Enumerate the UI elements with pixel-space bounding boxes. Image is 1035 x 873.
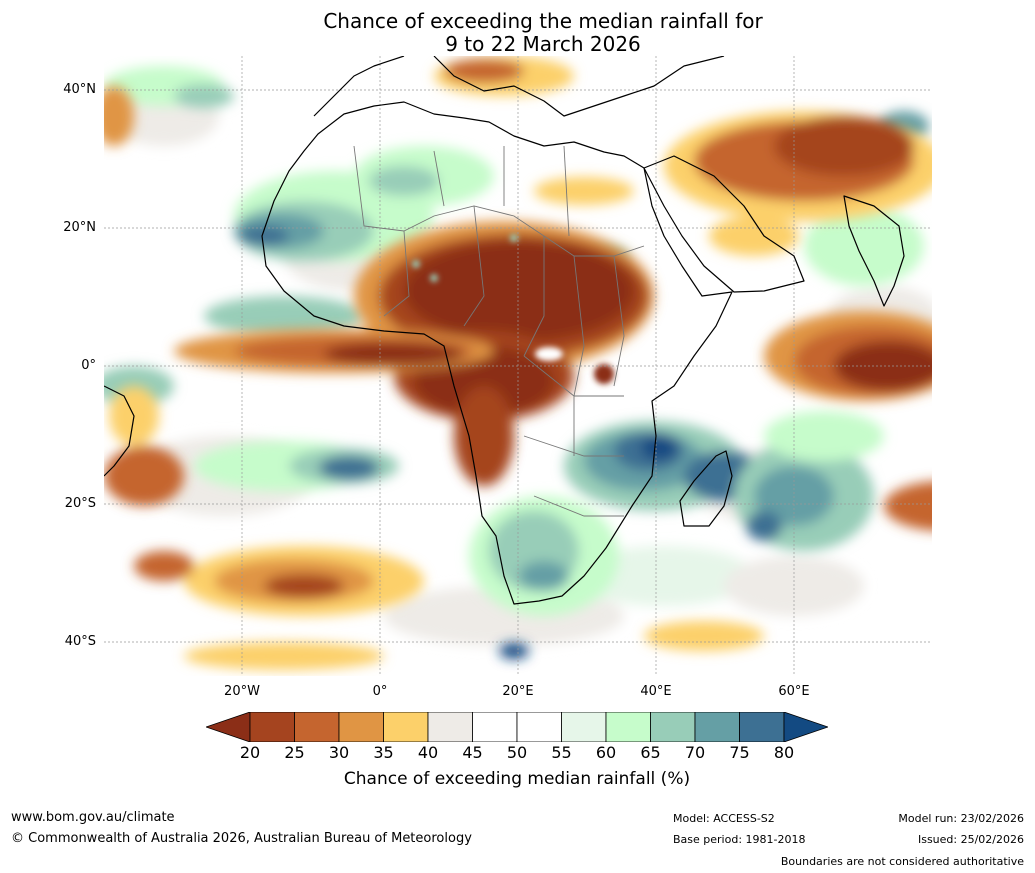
y-tick-label: 20°N — [63, 220, 96, 236]
colorbar-swatch — [694, 712, 740, 742]
colorbar-swatch — [605, 712, 651, 742]
colorbar-tick-label: 60 — [595, 743, 617, 762]
y-tick-label: 0° — [81, 358, 96, 373]
copyright-text: © Commonwealth of Australia 2026, Austra… — [11, 831, 472, 846]
arabia-coastline — [643, 155, 805, 293]
coastlines — [104, 56, 905, 605]
x-tick-label: 60°E — [778, 684, 810, 699]
rainfall-map — [104, 56, 932, 676]
dry-anomalies — [104, 56, 932, 670]
colorbar-swatch — [516, 712, 562, 742]
model-run-date: Model run: 23/02/2026 — [898, 812, 1024, 825]
colorbar — [206, 712, 828, 742]
colorbar-swatch — [472, 712, 518, 742]
colorbar-tick-label: 20 — [239, 743, 261, 762]
y-tick-label: 40°N — [63, 82, 96, 98]
europe-coastline — [313, 56, 725, 117]
website-link[interactable]: www.bom.gov.au/climate — [11, 810, 175, 825]
colorbar-swatch — [338, 712, 384, 742]
colorbar-tick-label: 30 — [328, 743, 350, 762]
colorbar-tick-label: 80 — [773, 743, 795, 762]
colorbar-tick-label: 75 — [729, 743, 750, 762]
map-canvas — [104, 56, 932, 676]
graticule — [104, 56, 932, 676]
colorbar-title: Chance of exceeding median rainfall (%) — [343, 769, 691, 789]
x-tick-label: 0° — [372, 684, 388, 699]
india-coastline — [843, 195, 905, 307]
colorbar-extension-low — [206, 712, 251, 742]
colorbar-tick-label: 35 — [373, 743, 394, 762]
small-features — [412, 234, 614, 384]
colorbar-tick-label: 25 — [284, 743, 305, 762]
x-tick-label: 40°E — [640, 684, 672, 699]
y-tick-label: 20°S — [64, 495, 96, 511]
colorbar-swatch — [650, 712, 696, 742]
country-borders — [353, 145, 645, 517]
madagascar-coastline — [679, 450, 733, 527]
title-line-2: 9 to 22 March 2026 — [445, 32, 641, 56]
issued-date: Issued: 25/02/2026 — [917, 833, 1024, 846]
model-name: Model: ACCESS-S2 — [673, 812, 775, 825]
x-tick-label: 20°E — [502, 684, 534, 699]
south-america-coastline — [104, 385, 135, 477]
colorbar-swatch — [294, 712, 340, 742]
colorbar-tick-label: 70 — [684, 743, 706, 762]
colorbar-tick-label: 50 — [506, 743, 528, 762]
colorbar-tick-label: 40 — [417, 743, 439, 762]
africa-coastline — [261, 101, 733, 605]
colorbar-extension-high — [783, 712, 828, 742]
y-tick-label: 40°S — [64, 633, 96, 649]
boundaries-disclaimer: Boundaries are not considered authoritat… — [780, 855, 1024, 868]
base-period: Base period: 1981-2018 — [673, 833, 806, 846]
colorbar-swatch — [383, 712, 429, 742]
x-tick-label: 20°W — [224, 684, 260, 699]
colorbar-swatch — [561, 712, 607, 742]
colorbar-tick-label: 55 — [551, 743, 572, 762]
colorbar-tick-label: 45 — [462, 743, 483, 762]
title-line-1: Chance of exceeding the median rainfall … — [323, 9, 763, 33]
colorbar-swatch — [249, 712, 295, 742]
colorbar-swatch — [427, 712, 473, 742]
map-title: Chance of exceeding the median rainfall … — [104, 10, 982, 56]
colorbar-swatch — [739, 712, 785, 742]
colorbar-tick-label: 65 — [640, 743, 661, 762]
